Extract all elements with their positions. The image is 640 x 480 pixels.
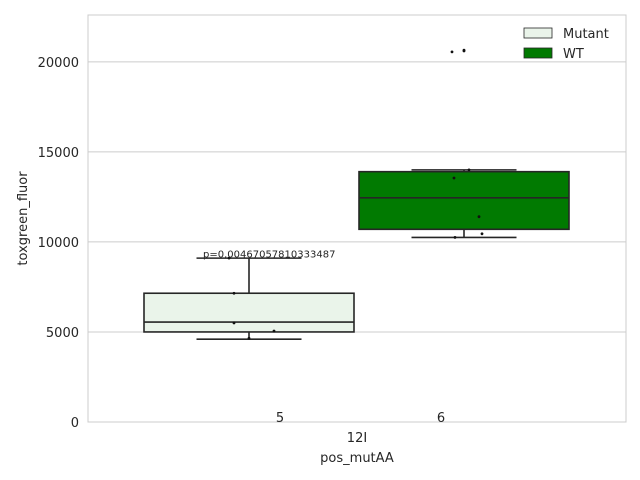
box-iqr	[358, 170, 570, 231]
count-label-mutant: 5	[276, 411, 284, 426]
y-tick-label: 5000	[46, 326, 79, 341]
data-point	[232, 321, 236, 325]
data-point	[453, 236, 457, 239]
data-point	[272, 329, 276, 333]
y-axis-label: toxgreen_fluor	[16, 171, 31, 266]
gridlines	[88, 61, 626, 423]
data-point	[480, 232, 484, 236]
data-point	[452, 176, 456, 180]
y-tick-label: 10000	[38, 236, 79, 251]
data-point	[247, 336, 251, 340]
legend-label-wt: WT	[563, 47, 584, 62]
box-series	[143, 48, 570, 340]
x-tick-label: 12I	[347, 431, 367, 446]
count-label-wt: 6	[437, 411, 445, 426]
box-iqr	[143, 292, 355, 333]
data-point	[450, 50, 454, 54]
box-mutant	[143, 256, 355, 340]
data-point	[462, 48, 466, 52]
data-point	[227, 256, 231, 260]
plot-area	[87, 14, 627, 423]
x-axis-label: pos_mutAA	[320, 451, 394, 466]
y-tick-label: 15000	[38, 146, 79, 161]
legend-label-mutant: Mutant	[563, 27, 609, 42]
y-tick-label: 20000	[38, 56, 79, 71]
annotations: p=0.00467057810333487	[203, 250, 335, 261]
legend-swatch-wt	[523, 47, 553, 59]
data-point	[467, 168, 471, 172]
y-axis-ticks: 0 5000 10000 15000 20000	[38, 56, 79, 431]
legend-swatch-mutant	[523, 27, 553, 39]
data-point	[232, 291, 236, 295]
legend: Mutant WT	[523, 27, 609, 62]
p-value-annotation: p=0.00467057810333487	[203, 250, 335, 261]
x-axis-ticks: 5 6 12I	[276, 411, 445, 446]
data-point	[477, 215, 481, 219]
box-wt	[358, 48, 570, 239]
y-tick-label: 0	[71, 416, 79, 431]
